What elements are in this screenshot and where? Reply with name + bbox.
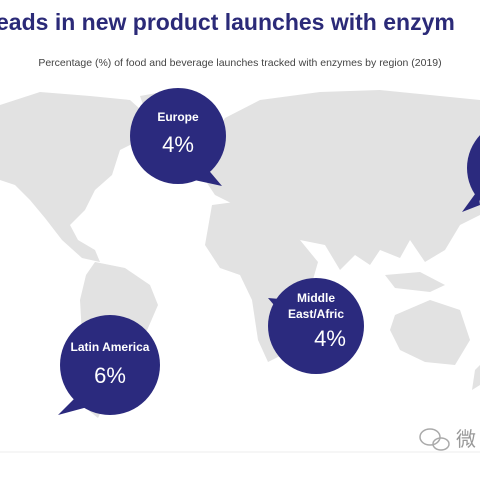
watermark-icon xyxy=(419,428,441,446)
watermark-icon xyxy=(432,437,450,451)
region-value: 4% xyxy=(162,132,194,157)
watermark-text: 微 xyxy=(456,428,476,451)
region-value: 4% xyxy=(314,326,346,351)
bubble xyxy=(268,278,364,374)
watermark: 微 xyxy=(419,428,476,451)
region-name: Middle East/Africa xyxy=(287,291,345,326)
region-bubble: Latin America 6% xyxy=(58,315,160,415)
region-bubble xyxy=(462,135,480,212)
bubble-tail xyxy=(462,190,480,212)
region-value: 6% xyxy=(94,363,126,388)
region-name: Latin America xyxy=(71,340,150,354)
land xyxy=(385,272,445,292)
subtitle: Percentage (%) of food and beverage laun… xyxy=(38,57,441,69)
region-bubble: Europe 4% xyxy=(130,88,226,186)
region-name-box: Middle East/Africa xyxy=(287,291,345,326)
region-name: Europe xyxy=(157,110,199,124)
bubble xyxy=(130,88,226,184)
land xyxy=(390,300,470,365)
land xyxy=(472,365,480,390)
region-bubble: Middle East/Africa 4% xyxy=(268,278,364,374)
title: eads in new product launches with enzym xyxy=(0,9,455,35)
land xyxy=(0,92,150,262)
bubble xyxy=(60,315,160,415)
land xyxy=(205,90,480,270)
bubble xyxy=(467,135,480,201)
